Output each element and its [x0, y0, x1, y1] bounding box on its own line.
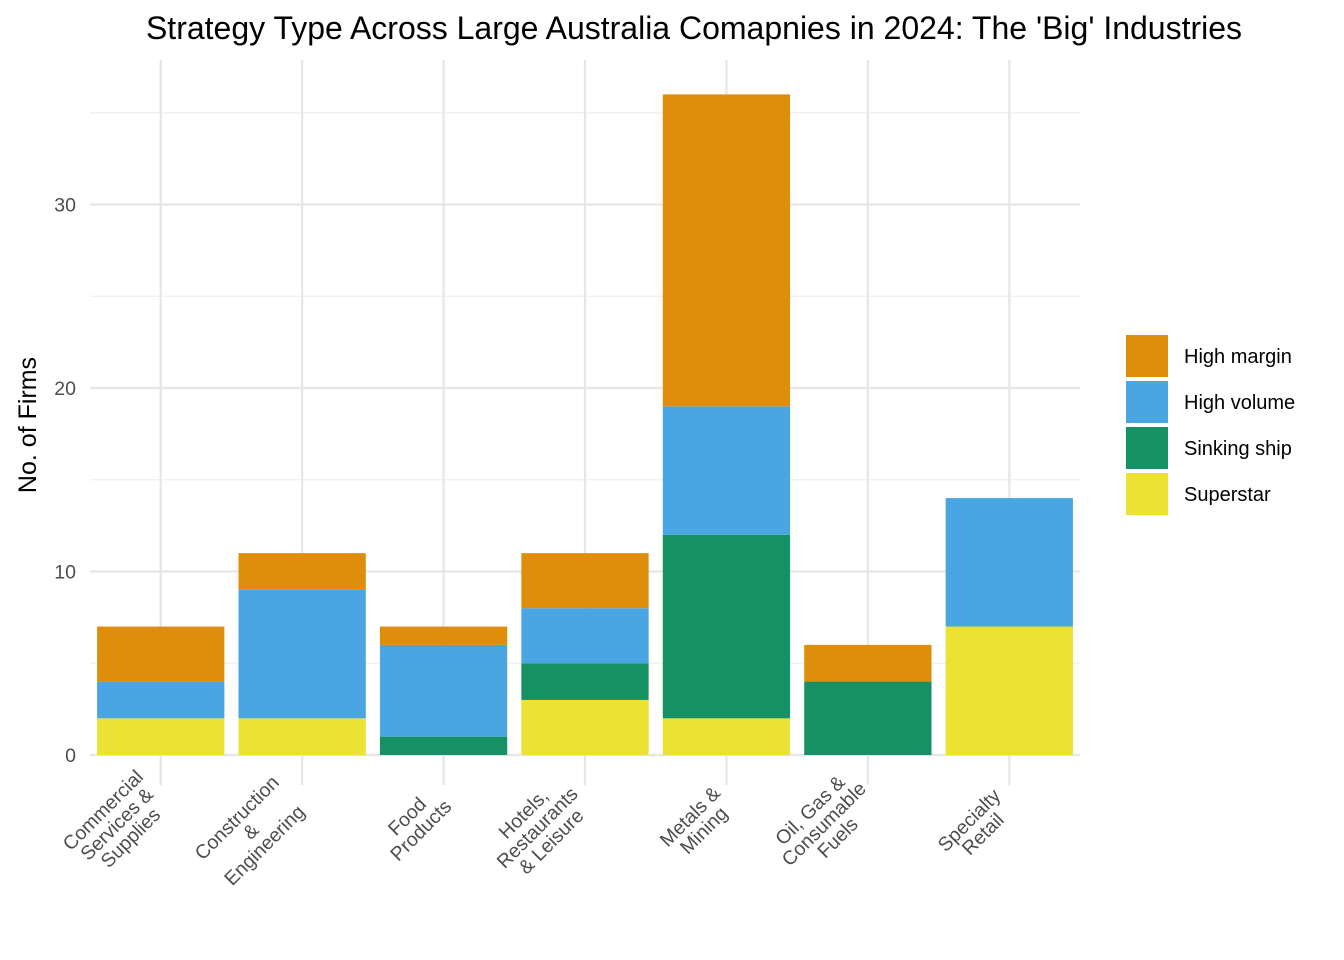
- bar-segment: [662, 534, 791, 719]
- bar-segment: [521, 553, 649, 609]
- bar-segment: [662, 94, 791, 407]
- bar-segment: [804, 644, 932, 682]
- x-tick-label: CommercialServices &Supplies: [59, 766, 176, 883]
- y-tick-label: 30: [54, 195, 76, 217]
- bar-segment: [521, 663, 649, 700]
- bar-segment: [662, 718, 791, 755]
- bar-segment: [238, 589, 366, 719]
- bar-segment: [97, 718, 225, 755]
- legend-label: High volume: [1184, 392, 1295, 414]
- legend-key: [1126, 473, 1168, 515]
- bar-segment: [945, 498, 1073, 627]
- bar-segment: [238, 718, 366, 755]
- y-axis-ticks: 0 10 20 30: [54, 195, 76, 768]
- bar-segment: [945, 626, 1073, 755]
- svg-text:Oil, Gas &ConsumableFuels: Oil, Gas &ConsumableFuels: [764, 764, 885, 885]
- x-tick-label: SpecialtyRetail: [934, 785, 1019, 870]
- chart-title: Strategy Type Across Large Australia Com…: [146, 10, 1242, 46]
- bar-segment: [379, 736, 508, 755]
- legend-key: [1126, 381, 1168, 423]
- legend-label: Superstar: [1184, 484, 1271, 506]
- bar-segment: [521, 699, 649, 755]
- x-tick-label: Oil, Gas &ConsumableFuels: [764, 764, 885, 885]
- y-tick-label: 10: [54, 562, 76, 584]
- bar-segment: [521, 608, 649, 664]
- svg-text:CommercialServices &Supplies: CommercialServices &Supplies: [59, 766, 176, 883]
- svg-text:Construction&Engineering: Construction&Engineering: [191, 772, 312, 893]
- x-tick-label: Metals &Mining: [656, 782, 739, 865]
- bar-segment: [804, 681, 932, 755]
- svg-text:Metals &Mining: Metals &Mining: [656, 782, 739, 865]
- x-axis-ticks: CommercialServices &Supplies Construction…: [59, 764, 1019, 893]
- x-tick-label: Construction&Engineering: [191, 772, 312, 893]
- svg-text:SpecialtyRetail: SpecialtyRetail: [934, 785, 1019, 870]
- bar-segment: [662, 406, 791, 535]
- legend-label: Sinking ship: [1184, 438, 1292, 460]
- y-tick-label: 20: [54, 378, 76, 400]
- bar-segment: [238, 553, 366, 590]
- y-tick-label: 0: [65, 745, 76, 767]
- bar-segment: [379, 626, 508, 645]
- bar-segment: [97, 681, 225, 719]
- svg-text:Hotels,Restaurants& Leisure: Hotels,Restaurants& Leisure: [479, 769, 597, 887]
- bar-segment: [379, 644, 508, 737]
- y-axis-title: No. of Firms: [14, 357, 42, 493]
- x-tick-label: Hotels,Restaurants& Leisure: [479, 769, 597, 887]
- bars: [97, 94, 1073, 755]
- bar-segment: [97, 626, 225, 682]
- x-tick-label: FoodProducts: [372, 782, 456, 866]
- svg-text:FoodProducts: FoodProducts: [372, 782, 456, 866]
- legend-label: High margin: [1184, 346, 1292, 368]
- legend: High margin High volume Sinking ship Supers…: [1126, 335, 1295, 515]
- legend-key: [1126, 427, 1168, 469]
- legend-key: [1126, 335, 1168, 377]
